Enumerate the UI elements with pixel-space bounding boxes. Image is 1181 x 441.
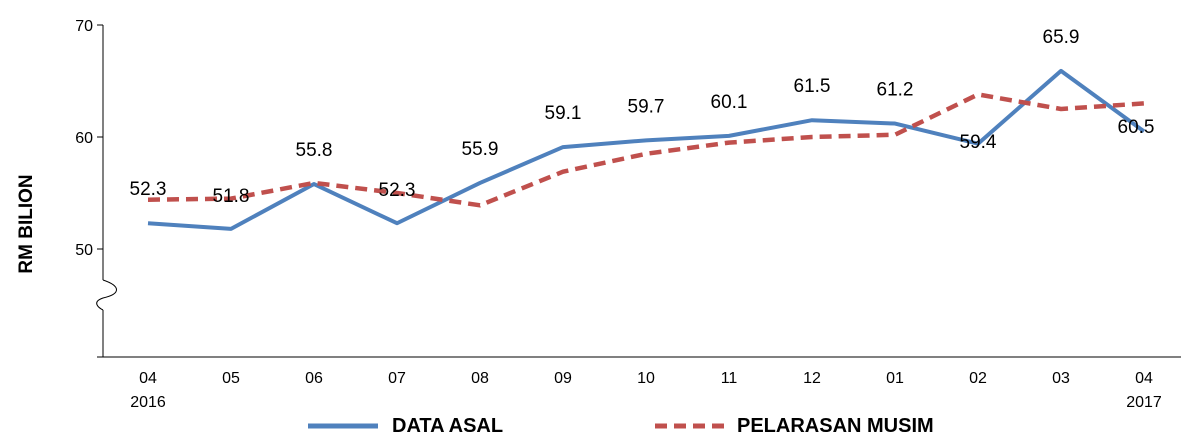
data-label: 60.5 — [1118, 117, 1155, 138]
x-tick-label: 09 — [554, 370, 572, 387]
chart-ticks: 50 60 70 04 05 06 07 08 09 10 11 12 01 02 03 04 2016 2017 — [75, 18, 1162, 411]
data-label: 61.2 — [877, 80, 914, 101]
y-tick-label: 60 — [75, 130, 93, 147]
legend-label-pelarasan-musim: PELARASAN MUSIM — [737, 415, 934, 437]
x-tick-label: 06 — [305, 370, 323, 387]
chart-data-labels: 52.3 51.8 55.8 52.3 55.9 59.1 59.7 60.1 61.5 61.2… — [130, 27, 1155, 207]
x-tick-label: 02 — [969, 370, 987, 387]
x-tick-label: 04 — [1135, 370, 1153, 387]
data-label: 65.9 — [1043, 27, 1080, 48]
chart-legend: DATA ASAL PELARASAN MUSIM — [308, 415, 934, 437]
x-year-label: 2017 — [1126, 394, 1162, 411]
data-label: 59.4 — [960, 132, 997, 153]
data-label: 59.1 — [545, 103, 582, 124]
data-label: 60.1 — [711, 92, 748, 113]
data-label: 51.8 — [213, 186, 250, 207]
y-axis-label: RM BILION — [16, 174, 37, 273]
x-tick-label: 10 — [637, 370, 655, 387]
chart-series-lines — [147, 68, 1146, 231]
data-label: 61.5 — [794, 76, 831, 97]
data-label: 52.3 — [130, 179, 167, 200]
x-tick-label: 08 — [471, 370, 489, 387]
data-label: 59.7 — [628, 96, 665, 117]
x-tick-label: 01 — [886, 370, 904, 387]
x-tick-label: 11 — [721, 370, 738, 387]
x-tick-label: 07 — [388, 370, 406, 387]
y-axis-break-icon — [96, 279, 117, 311]
legend-label-data-asal: DATA ASAL — [392, 415, 503, 437]
data-label: 52.3 — [379, 180, 416, 201]
y-tick-label: 50 — [75, 242, 93, 259]
x-tick-label: 04 — [139, 370, 157, 387]
y-tick-label: 70 — [75, 18, 93, 35]
x-tick-label: 03 — [1052, 370, 1070, 387]
x-tick-label: 12 — [803, 370, 821, 387]
x-tick-label: 05 — [222, 370, 240, 387]
data-label: 55.8 — [296, 140, 333, 161]
chart-axes — [96, 25, 1181, 358]
x-year-label: 2016 — [130, 394, 166, 411]
data-label: 55.9 — [462, 139, 499, 160]
